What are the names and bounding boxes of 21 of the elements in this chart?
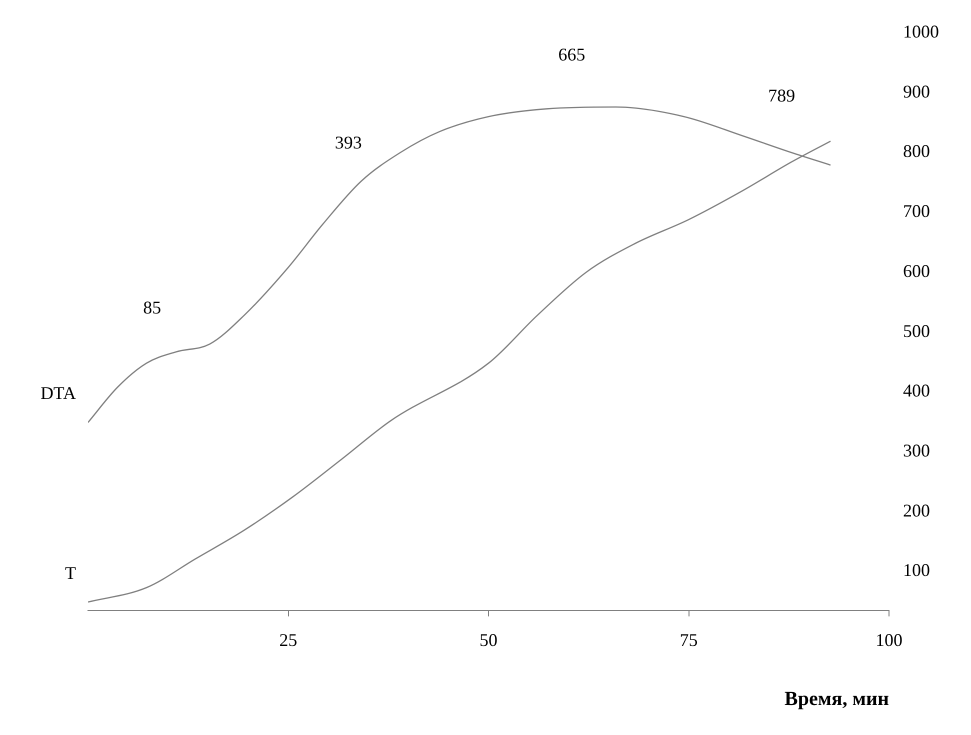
- y-tick-label: 400: [903, 380, 930, 401]
- x-tick-label: 50: [480, 630, 498, 650]
- x-tick-label: 100: [876, 630, 902, 650]
- annotation: 85: [143, 298, 162, 318]
- y-tick-label: 600: [903, 260, 930, 281]
- annotation: 665: [558, 44, 586, 64]
- series-label: T: [65, 562, 76, 583]
- y-tick-label: 100: [903, 560, 930, 580]
- series-label: DTA: [40, 383, 76, 404]
- y-tick-label: 900: [903, 81, 930, 102]
- y-tick-label: 800: [903, 141, 930, 162]
- y-tick-label: 300: [903, 440, 930, 461]
- annotation: 393: [334, 132, 362, 152]
- x-tick-label: 25: [279, 630, 298, 650]
- y-tick-label: 700: [903, 201, 930, 222]
- y-tick-label: 500: [903, 320, 930, 341]
- x-tick-label: 75: [680, 630, 698, 650]
- x-axis-title: Время, мин: [784, 688, 889, 710]
- y-tick-label: 1000: [903, 22, 939, 42]
- y-tick-label: 200: [903, 500, 930, 520]
- annotation: 789: [768, 86, 796, 106]
